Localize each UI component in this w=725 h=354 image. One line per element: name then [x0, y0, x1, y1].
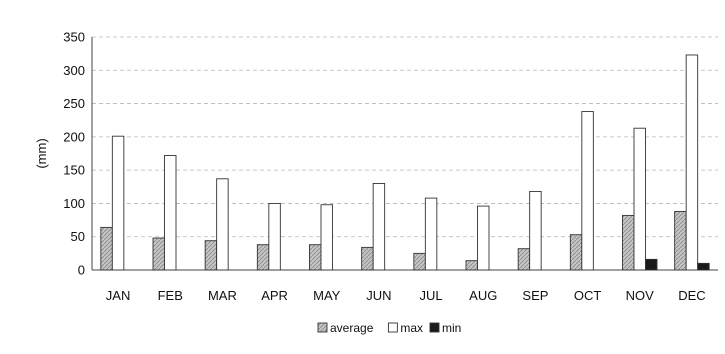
y-tick-label: 150: [63, 163, 85, 178]
x-tick-label: FEB: [158, 288, 183, 303]
legend-swatch-max: [387, 322, 398, 333]
x-tick-label: MAY: [313, 288, 341, 303]
bar-average-apr: [256, 244, 270, 271]
gridlines: [92, 36, 718, 238]
x-tick-label: DEC: [678, 288, 705, 303]
x-tick-label: MAR: [208, 288, 237, 303]
bar-max-oct: [581, 111, 594, 271]
y-tick-label: 100: [63, 196, 85, 211]
bar-average-sep: [517, 248, 531, 271]
bar-max-jul: [424, 197, 438, 271]
bar-max-mar: [216, 178, 229, 271]
bar-average-jan: [100, 226, 113, 271]
bar-min-dec: [697, 262, 710, 271]
bar-average-mar: [204, 240, 218, 271]
bar-max-nov: [633, 127, 646, 271]
x-tick-label: NOV: [626, 288, 655, 303]
bar-max-feb: [164, 155, 177, 271]
bar-average-nov: [622, 214, 635, 271]
legend-swatch-min: [429, 322, 440, 333]
bar-max-dec: [685, 54, 699, 271]
bar-max-jan: [111, 135, 125, 271]
bar-max-may: [320, 204, 333, 271]
y-tick-label: 250: [63, 96, 85, 111]
x-tick-label: JAN: [106, 288, 131, 303]
bar-average-dec: [674, 210, 687, 271]
x-tick-label: APR: [261, 288, 288, 303]
x-tick-label: OCT: [574, 288, 602, 303]
legend: average max min: [317, 321, 461, 335]
legend-label-average: average: [330, 321, 374, 335]
bars: [100, 54, 710, 271]
bar-average-oct: [569, 234, 583, 271]
bar-average-jul: [413, 252, 426, 271]
bar-average-feb: [152, 237, 165, 271]
bar-max-jun: [372, 183, 386, 271]
y-tick-label: 300: [63, 63, 85, 78]
axes: [91, 37, 718, 271]
bar-max-sep: [529, 190, 542, 271]
bar-min-nov: [645, 258, 658, 271]
legend-label-min: min: [442, 321, 461, 335]
legend-swatch-average: [317, 322, 328, 333]
x-tick-label: AUG: [469, 288, 497, 303]
y-tick-label: 50: [71, 229, 85, 244]
y-tick-label: 0: [78, 263, 85, 278]
bar-average-jun: [361, 246, 374, 271]
bar-max-apr: [268, 202, 281, 271]
bar-average-aug: [465, 260, 478, 271]
tick-labels: 0 50 100 150 200 250 300 350 JAN FEB MAR APR MAY JUN J…: [63, 30, 705, 304]
y-tick-label: 350: [63, 30, 85, 45]
y-axis-label: (mm): [34, 138, 49, 168]
x-tick-label: SEP: [522, 288, 548, 303]
y-tick-label: 200: [63, 129, 85, 144]
bar-average-may: [309, 244, 322, 271]
bar-max-aug: [477, 205, 490, 271]
x-tick-label: JUN: [366, 288, 391, 303]
x-tick-label: JUL: [420, 288, 443, 303]
legend-label-max: max: [400, 321, 423, 335]
